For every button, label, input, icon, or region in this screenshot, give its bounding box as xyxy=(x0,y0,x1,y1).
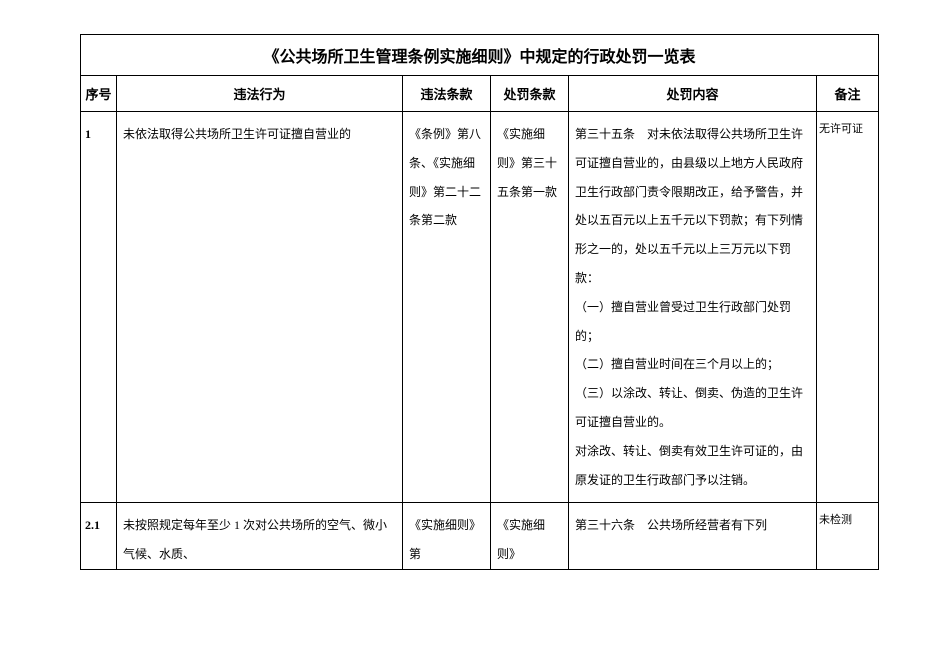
cell-seq: 1 xyxy=(81,112,117,503)
cell-penalty-clause: 《实施细则》 xyxy=(491,503,569,570)
table-row: 1 未依法取得公共场所卫生许可证擅自营业的 《条例》第八条、《实施细则》第二十二… xyxy=(81,112,879,503)
cell-note: 未检测 xyxy=(817,503,879,570)
cell-seq: 2.1 xyxy=(81,503,117,570)
col-penalty-clause: 处罚条款 xyxy=(491,76,569,112)
cell-penalty-content: 第三十五条 对未依法取得公共场所卫生许可证擅自营业的，由县级以上地方人民政府卫生… xyxy=(569,112,817,503)
cell-law-clause: 《条例》第八条、《实施细则》第二十二条第二款 xyxy=(403,112,491,503)
cell-note: 无许可证 xyxy=(817,112,879,503)
table-title-row: 《公共场所卫生管理条例实施细则》中规定的行政处罚一览表 xyxy=(81,35,879,76)
cell-law-clause: 《实施细则》第 xyxy=(403,503,491,570)
table-title: 《公共场所卫生管理条例实施细则》中规定的行政处罚一览表 xyxy=(81,35,879,76)
cell-penalty-clause: 《实施细则》第三十五条第一款 xyxy=(491,112,569,503)
penalty-table: 《公共场所卫生管理条例实施细则》中规定的行政处罚一览表 序号 违法行为 违法条款… xyxy=(80,34,879,570)
table-row: 2.1 未按照规定每年至少 1 次对公共场所的空气、微小气候、水质、 《实施细则… xyxy=(81,503,879,570)
col-penalty-content: 处罚内容 xyxy=(569,76,817,112)
table-header-row: 序号 违法行为 违法条款 处罚条款 处罚内容 备注 xyxy=(81,76,879,112)
cell-act: 未按照规定每年至少 1 次对公共场所的空气、微小气候、水质、 xyxy=(117,503,403,570)
cell-act: 未依法取得公共场所卫生许可证擅自营业的 xyxy=(117,112,403,503)
cell-penalty-content: 第三十六条 公共场所经营者有下列 xyxy=(569,503,817,570)
col-seq: 序号 xyxy=(81,76,117,112)
col-law-clause: 违法条款 xyxy=(403,76,491,112)
col-note: 备注 xyxy=(817,76,879,112)
col-act: 违法行为 xyxy=(117,76,403,112)
